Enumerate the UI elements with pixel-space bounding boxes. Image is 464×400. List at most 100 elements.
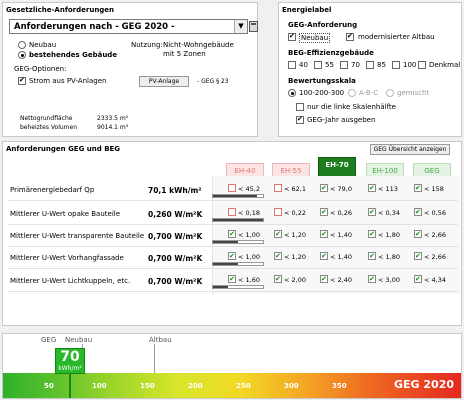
- nettogrundflaeche-value: 2333.5 m²: [97, 115, 129, 122]
- requirement-cell: < 4,34: [414, 274, 464, 286]
- scale-gemischt-radio[interactable]: [386, 89, 394, 97]
- legal-requirements-panel: Gesetzliche-Anforderungen Anforderungen …: [2, 2, 258, 137]
- nutzung-value: Nicht-Wohngebäude: [163, 41, 234, 49]
- requirement-label: Mittlerer U-Wert Lichtkuppeln, etc.: [10, 277, 131, 285]
- beg-40-checkbox[interactable]: [288, 61, 296, 69]
- dropdown-arrow-icon[interactable]: ▼: [234, 20, 247, 33]
- beg-70-checkbox[interactable]: [340, 61, 348, 69]
- column-eh100: EH-100: [366, 163, 404, 177]
- requirement-cell: < 113: [368, 183, 420, 195]
- radio-neubau[interactable]: [18, 41, 26, 49]
- check-icon: [320, 207, 328, 218]
- value-unit: kWh/m²: [58, 365, 82, 372]
- unchecked-icon: [228, 184, 236, 192]
- scale-tick-300: 300: [284, 382, 299, 390]
- beg-100-checkbox[interactable]: [392, 61, 400, 69]
- check-icon: [320, 183, 328, 194]
- bewertungsskala-heading: Bewertungsskala: [288, 77, 356, 85]
- scale-tick-100: 100: [92, 382, 107, 390]
- unchecked-icon: [274, 184, 282, 192]
- check-icon: [368, 274, 376, 285]
- requirement-cell: < 62,1: [274, 184, 326, 195]
- requirement-cell: < 0,18: [228, 208, 280, 219]
- limit-value: < 45,2: [238, 185, 260, 193]
- requirement-cell: < 79,0: [320, 183, 372, 195]
- row-separator: [8, 291, 458, 292]
- limit-value: < 1,40: [330, 231, 352, 239]
- beg-70-label: 70: [351, 61, 360, 69]
- scale-tick-250: 250: [236, 382, 251, 390]
- requirement-value: 70,1 kWh/m²: [148, 186, 202, 195]
- modernisiert-checkbox[interactable]: [346, 32, 354, 41]
- limit-value: < 1,40: [330, 253, 352, 261]
- limit-value: < 1,20: [284, 231, 306, 239]
- check-icon: [320, 251, 328, 262]
- energy-label-title: Energielabel: [282, 6, 332, 14]
- geg-reference: - GEG § 23: [197, 78, 229, 85]
- beg-55-checkbox[interactable]: [314, 61, 322, 69]
- requirement-value: 0,700 W/m²K: [148, 254, 203, 263]
- requirement-cell: < 158: [414, 183, 464, 195]
- check-icon: [368, 183, 376, 194]
- scale-abc-radio[interactable]: [348, 89, 356, 97]
- neubau-checkbox[interactable]: [288, 32, 296, 41]
- geg-year-checkbox[interactable]: [296, 115, 304, 124]
- strom-pv-label: Strom aus PV-Anlagen: [29, 77, 107, 85]
- geg-overview-button[interactable]: GEG Übersicht anzeigen: [370, 144, 450, 155]
- half-scale-checkbox[interactable]: [296, 103, 304, 111]
- half-scale-label: nur die linke Skalenhälfte: [307, 103, 396, 111]
- check-icon: [320, 274, 328, 285]
- limit-value: < 1,20: [284, 253, 306, 261]
- scale-label-altbau: Altbau: [149, 336, 172, 344]
- check-icon: [414, 207, 422, 218]
- requirement-cell: < 2,40: [320, 274, 372, 286]
- row-separator: [8, 200, 458, 201]
- beg-40-label: 40: [299, 61, 308, 69]
- geg-options-label: GEG-Optionen:: [14, 65, 67, 73]
- requirement-cell: < 1,00: [228, 229, 280, 241]
- calculator-icon[interactable]: [249, 21, 258, 32]
- requirement-value: 0,260 W/m²K: [148, 210, 203, 219]
- requirement-fill-bar: [212, 218, 264, 222]
- limit-value: < 1,00: [238, 253, 260, 261]
- requirement-cell: < 0,34: [368, 207, 420, 219]
- beg-denkmal-checkbox[interactable]: [418, 61, 426, 69]
- volumen-value: 9014.1 m³: [97, 124, 129, 131]
- check-icon: [228, 251, 236, 262]
- requirement-cell: < 1,00: [228, 251, 280, 263]
- scale-100-200-300-radio[interactable]: [288, 89, 296, 97]
- row-separator: [8, 224, 458, 225]
- requirement-fill-bar: [212, 194, 264, 198]
- requirement-cell: < 2,00: [274, 274, 326, 286]
- nettogrundflaeche-label: Nettogrundfläche: [20, 115, 73, 122]
- scale-tick-350: 350: [332, 382, 347, 390]
- strom-pv-checkbox[interactable]: [18, 76, 26, 85]
- requirement-cell: < 1,40: [320, 229, 372, 241]
- unchecked-icon: [274, 208, 282, 216]
- requirement-cell: < 1,20: [274, 229, 326, 241]
- pv-anlage-button[interactable]: PV-Anlage: [139, 76, 189, 87]
- row-separator: [8, 246, 458, 247]
- requirements-title: Anforderungen GEG und BEG: [6, 145, 121, 153]
- limit-value: < 158: [424, 185, 444, 193]
- scale-label-geg: GEG: [41, 336, 57, 344]
- beg-55-label: 55: [325, 61, 334, 69]
- limit-value: < 0,18: [238, 209, 260, 217]
- limit-value: < 62,1: [284, 185, 306, 193]
- radio-bestehend[interactable]: [18, 51, 26, 59]
- beg-85-checkbox[interactable]: [366, 61, 374, 69]
- requirement-cell: < 1,20: [274, 251, 326, 263]
- limit-value: < 0,22: [284, 209, 306, 217]
- scale-gradient: [3, 373, 461, 398]
- requirement-label: Mittlerer U-Wert opake Bauteile: [10, 210, 121, 218]
- beg-heading: BEG-Effizienzgebäude: [288, 49, 374, 57]
- check-icon: [274, 229, 282, 240]
- modernisiert-label: modernisierter Altbau: [358, 33, 435, 41]
- standard-dropdown[interactable]: Anforderungen nach - GEG 2020 - ▼: [9, 19, 248, 34]
- limit-value: < 2,66: [424, 231, 446, 239]
- column-eh70: EH-70: [318, 157, 356, 177]
- scale-tick-50: 50: [44, 382, 54, 390]
- check-icon: [414, 229, 422, 240]
- limit-value: < 1,80: [378, 231, 400, 239]
- requirement-cell: < 0,26: [320, 207, 372, 219]
